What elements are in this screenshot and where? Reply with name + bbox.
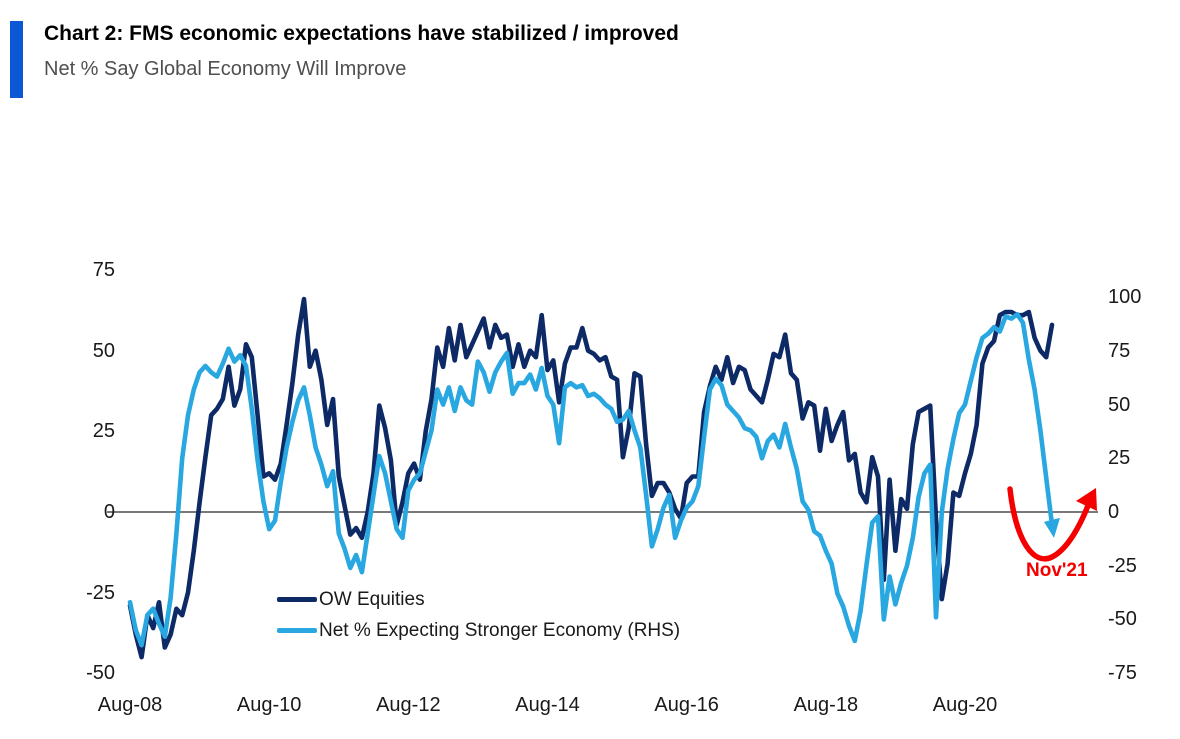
left-axis-tick: 0 bbox=[103, 501, 115, 523]
x-axis-tick: Aug-20 bbox=[932, 694, 998, 716]
left-axis-tick: 75 bbox=[92, 259, 115, 282]
series-line-0 bbox=[127, 296, 1055, 660]
right-axis-tick: 75 bbox=[1108, 339, 1131, 362]
x-axis-tick: Aug-16 bbox=[654, 694, 719, 716]
legend-swatch-navy bbox=[277, 597, 317, 602]
left-axis-tick: 50 bbox=[92, 339, 115, 362]
x-axis-tick: Aug-08 bbox=[97, 694, 163, 716]
legend-item-stronger-economy: Net % Expecting Stronger Economy (RHS) bbox=[277, 615, 680, 646]
x-axis-tick: Aug-12 bbox=[376, 694, 441, 716]
nov21-annotation-label: Nov'21 bbox=[1026, 560, 1088, 581]
legend-swatch-blue bbox=[277, 628, 317, 633]
left-axis-tick: -25 bbox=[86, 581, 115, 604]
legend-item-ow-equities: OW Equities bbox=[277, 584, 680, 615]
series-line-1 bbox=[127, 311, 1055, 648]
nov21-swoosh-curve bbox=[1007, 486, 1092, 562]
right-axis-tick: -50 bbox=[1108, 608, 1137, 631]
right-axis-tick: 25 bbox=[1108, 447, 1131, 470]
right-axis-tick: 50 bbox=[1108, 393, 1131, 416]
chart-subtitle: Net % Say Global Economy Will Improve bbox=[44, 58, 407, 80]
nov21-arrowhead bbox=[1076, 488, 1097, 511]
x-axis-tick: Aug-18 bbox=[793, 694, 859, 716]
series-layer bbox=[127, 296, 1060, 660]
x-axis-tick: Aug-14 bbox=[515, 694, 580, 716]
legend-label: OW Equities bbox=[319, 588, 425, 610]
left-axis-tick: 25 bbox=[92, 420, 115, 443]
right-axis-tick: 100 bbox=[1108, 286, 1142, 309]
x-axis-tick: Aug-10 bbox=[236, 694, 302, 716]
legend: OW Equities Net % Expecting Stronger Eco… bbox=[277, 584, 680, 646]
right-axis-tick: 0 bbox=[1108, 501, 1120, 523]
chart-title: Chart 2: FMS economic expectations have … bbox=[44, 22, 679, 45]
right-axis-tick: -75 bbox=[1108, 662, 1137, 685]
legend-label: Net % Expecting Stronger Economy (RHS) bbox=[319, 619, 681, 641]
series-end-arrowhead bbox=[1043, 517, 1060, 538]
right-axis-tick: -25 bbox=[1108, 554, 1137, 577]
nov21-arrow-annotation bbox=[1007, 486, 1097, 562]
title-accent-bar bbox=[10, 21, 23, 98]
left-axis-tick: -50 bbox=[86, 662, 115, 685]
